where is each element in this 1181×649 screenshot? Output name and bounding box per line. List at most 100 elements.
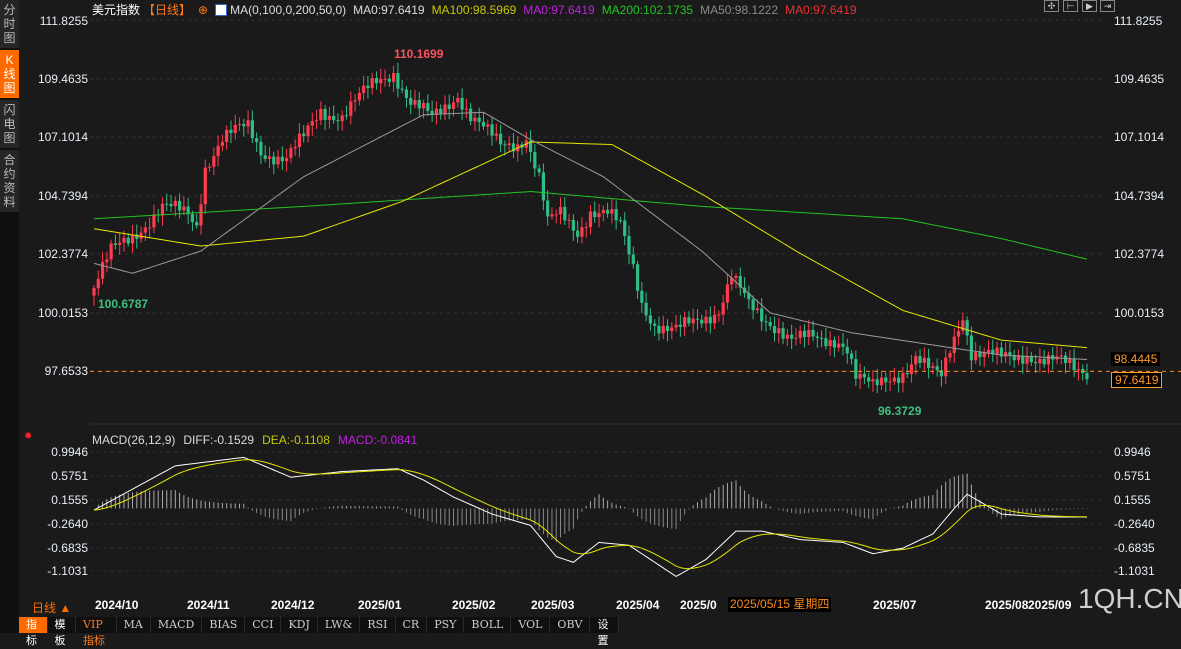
move-icon[interactable]: ✣: [1044, 0, 1059, 12]
candle-body: [143, 227, 147, 233]
macd-dea: DEA:-0.1108: [262, 432, 330, 447]
candle-body: [755, 308, 759, 311]
candle-body: [888, 381, 892, 383]
candle-body: [456, 98, 460, 103]
candle-body: [511, 143, 516, 152]
tab-contract-info[interactable]: 合约资料: [0, 150, 19, 212]
tab-tick[interactable]: 闪电图: [0, 100, 19, 148]
candle-body: [392, 73, 396, 82]
candle-body: [1076, 368, 1080, 371]
date-axis-label: 2024/10: [95, 598, 139, 612]
candle-body: [409, 97, 413, 105]
toolbar-button[interactable]: BIAS: [202, 617, 246, 633]
toolbar-button[interactable]: BOLL: [464, 617, 512, 633]
toolbar-button[interactable]: RSI: [360, 617, 396, 633]
watermark: 1QH.CN: [1078, 583, 1181, 614]
crosshair-icon[interactable]: ⊕: [198, 2, 209, 17]
date-axis-label: 2025/08: [985, 598, 1029, 612]
candle-body: [152, 214, 156, 228]
candle-body: [567, 219, 571, 221]
candle-body: [383, 78, 387, 80]
candle-body: [1068, 358, 1072, 364]
candle-body: [794, 337, 798, 339]
candle-body: [413, 100, 417, 105]
toolbar-button[interactable]: 模板: [48, 617, 77, 647]
candle-body: [190, 214, 195, 223]
chart-canvas[interactable]: 110.1699 100.6787 96.3729: [0, 0, 1181, 633]
price-axis-label: 109.4635: [37, 72, 88, 86]
date-axis-label: 2024/12: [271, 598, 315, 612]
candle-body: [439, 108, 443, 114]
period-switch[interactable]: 日线 ▲: [32, 601, 72, 615]
macd-settings-icon[interactable]: ✹: [24, 431, 33, 442]
candle-body: [374, 78, 379, 84]
candle-body: [537, 168, 541, 173]
tab-kline[interactable]: K线图: [0, 50, 19, 98]
candle-body: [280, 156, 284, 162]
macd-axis-label-right: -0.2640: [1114, 517, 1155, 531]
date-axis-label: 2025/03: [531, 598, 575, 612]
toolbar-button[interactable]: MACD: [151, 617, 203, 633]
candle-body: [430, 110, 434, 115]
candle-body: [584, 227, 588, 229]
candle-body: [969, 335, 973, 361]
tab-intraday[interactable]: 分时图: [0, 0, 19, 48]
candle-body: [100, 262, 105, 279]
candle-body: [477, 117, 481, 122]
candle-body: [914, 356, 918, 365]
play-icon[interactable]: ▶: [1082, 0, 1097, 12]
candle-body: [593, 211, 597, 218]
zoom-range-icon[interactable]: ⊢: [1063, 0, 1078, 12]
candle-body: [469, 108, 473, 122]
macd-axis-label-right: -0.6835: [1114, 541, 1155, 555]
candle-body: [1004, 352, 1008, 357]
toolbar-button[interactable]: 指标: [19, 617, 48, 647]
candle-body: [832, 340, 837, 348]
candle-body: [956, 330, 961, 337]
candle-body: [897, 377, 901, 383]
candle-body: [242, 124, 246, 127]
candle-body: [323, 108, 327, 120]
toolbar-button[interactable]: VOL: [511, 617, 551, 633]
toolbar-button[interactable]: CR: [396, 617, 428, 633]
candle-body: [178, 200, 182, 211]
candle-body: [700, 319, 704, 324]
candle-body: [742, 287, 747, 294]
toolbar-button[interactable]: VIP指标: [76, 617, 117, 647]
candle-body: [610, 209, 614, 214]
ma200-value: MA200:102.1735: [601, 2, 694, 17]
candle-body: [1042, 358, 1046, 365]
candle-body: [995, 347, 999, 355]
candle-body: [884, 377, 888, 383]
ma50-value: MA50:98.1222: [700, 2, 779, 17]
toolbar-button[interactable]: KDJ: [281, 617, 318, 633]
candle-body: [683, 317, 687, 327]
ma-price-tag: 98.4445: [1111, 352, 1161, 366]
macd-header: MACD(26,12,9) DIFF:-0.1529 DEA:-0.1108 M…: [92, 432, 417, 447]
candle-body: [490, 124, 494, 136]
high-annotation: 110.1699: [394, 47, 444, 61]
toolbar-button[interactable]: CCI: [245, 617, 282, 633]
indicator-chart-icon[interactable]: [215, 3, 228, 16]
candle-body: [580, 227, 584, 237]
candle-body: [293, 146, 297, 149]
date-axis-label: 2025/01: [358, 598, 402, 612]
exit-icon[interactable]: ⇥: [1100, 0, 1115, 12]
ma100-line: [93, 141, 1088, 349]
toolbar-button[interactable]: OBV: [550, 617, 591, 633]
candle-body: [246, 120, 250, 127]
macd-axis-label: -1.1031: [47, 564, 88, 578]
candle-body: [845, 346, 849, 354]
candle-body: [267, 156, 272, 159]
candle-body: [327, 115, 331, 120]
candle-body: [225, 129, 229, 143]
date-axis-label: 2025/02: [452, 598, 496, 612]
ma0-value-2: MA0:97.6419: [523, 2, 595, 17]
toolbar-button[interactable]: 设置: [590, 617, 619, 647]
candle-body: [306, 125, 310, 137]
candle-body: [387, 78, 391, 82]
toolbar-button[interactable]: MA: [117, 617, 151, 633]
toolbar-button[interactable]: PSY: [427, 617, 465, 633]
toolbar-button[interactable]: LW&: [318, 617, 361, 633]
candle-body: [640, 290, 644, 303]
